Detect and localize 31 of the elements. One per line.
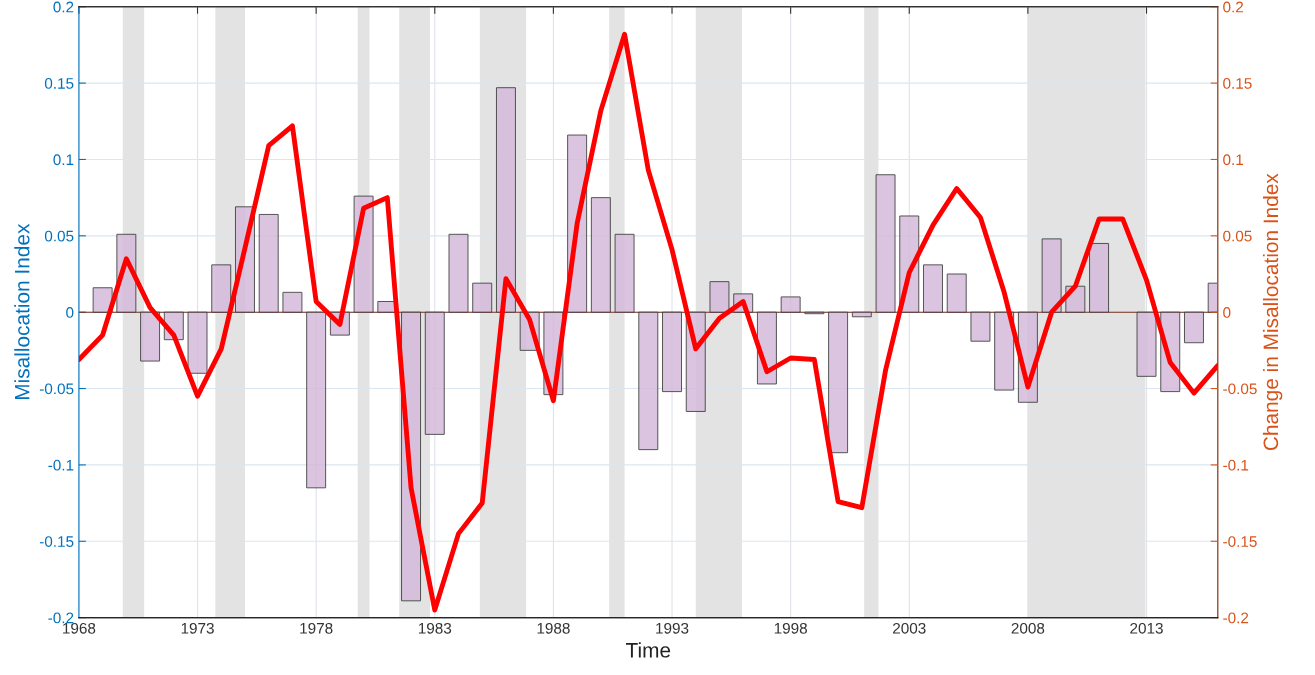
y-axis-title: Misallocation Index [14,223,30,400]
y2-tick-label: 0.2 [1223,1,1244,13]
y-tick-label: 0.2 [53,1,74,13]
x-axis-title: Time [626,642,671,658]
y2-tick-label: -0.05 [1223,383,1257,395]
x-tick-label: 2013 [1130,622,1163,634]
y-tick-label: -0.15 [39,536,74,547]
x-tick-label: 1973 [181,622,214,634]
y2-tick-label: 0.05 [1223,230,1252,242]
y2-axis-title: Change in Misallocation Index [1262,173,1283,451]
x-tick-label: 1988 [537,622,570,634]
y2-tick-label: -0.15 [1223,536,1257,547]
x-tick-label: 2008 [1011,622,1045,634]
y-tick-label: -0.1 [48,459,74,471]
y2-tick-label: -0.1 [1223,459,1249,471]
x-tick-label: 1998 [774,622,807,634]
y2-tick-label: 0 [1223,307,1231,318]
x-tick-label: 2003 [893,622,926,634]
y2-tick-label: 0.1 [1223,154,1244,166]
y-tick-label: -0.2 [48,612,74,624]
y2-tick-label: 0.15 [1223,77,1252,89]
x-tick-label: 1968 [63,622,96,634]
x-tick-label: 1978 [300,622,333,634]
y-tick-label: 0 [66,307,74,318]
x-tick-label: 1983 [418,622,452,634]
y-tick-label: 0.1 [53,154,74,166]
y-tick-label: 0.05 [44,230,74,242]
x-tick-label: 1993 [656,622,689,634]
y2-tick-label: -0.2 [1223,612,1249,624]
y-tick-label: -0.05 [39,383,74,395]
y-tick-label: 0.15 [44,77,74,89]
